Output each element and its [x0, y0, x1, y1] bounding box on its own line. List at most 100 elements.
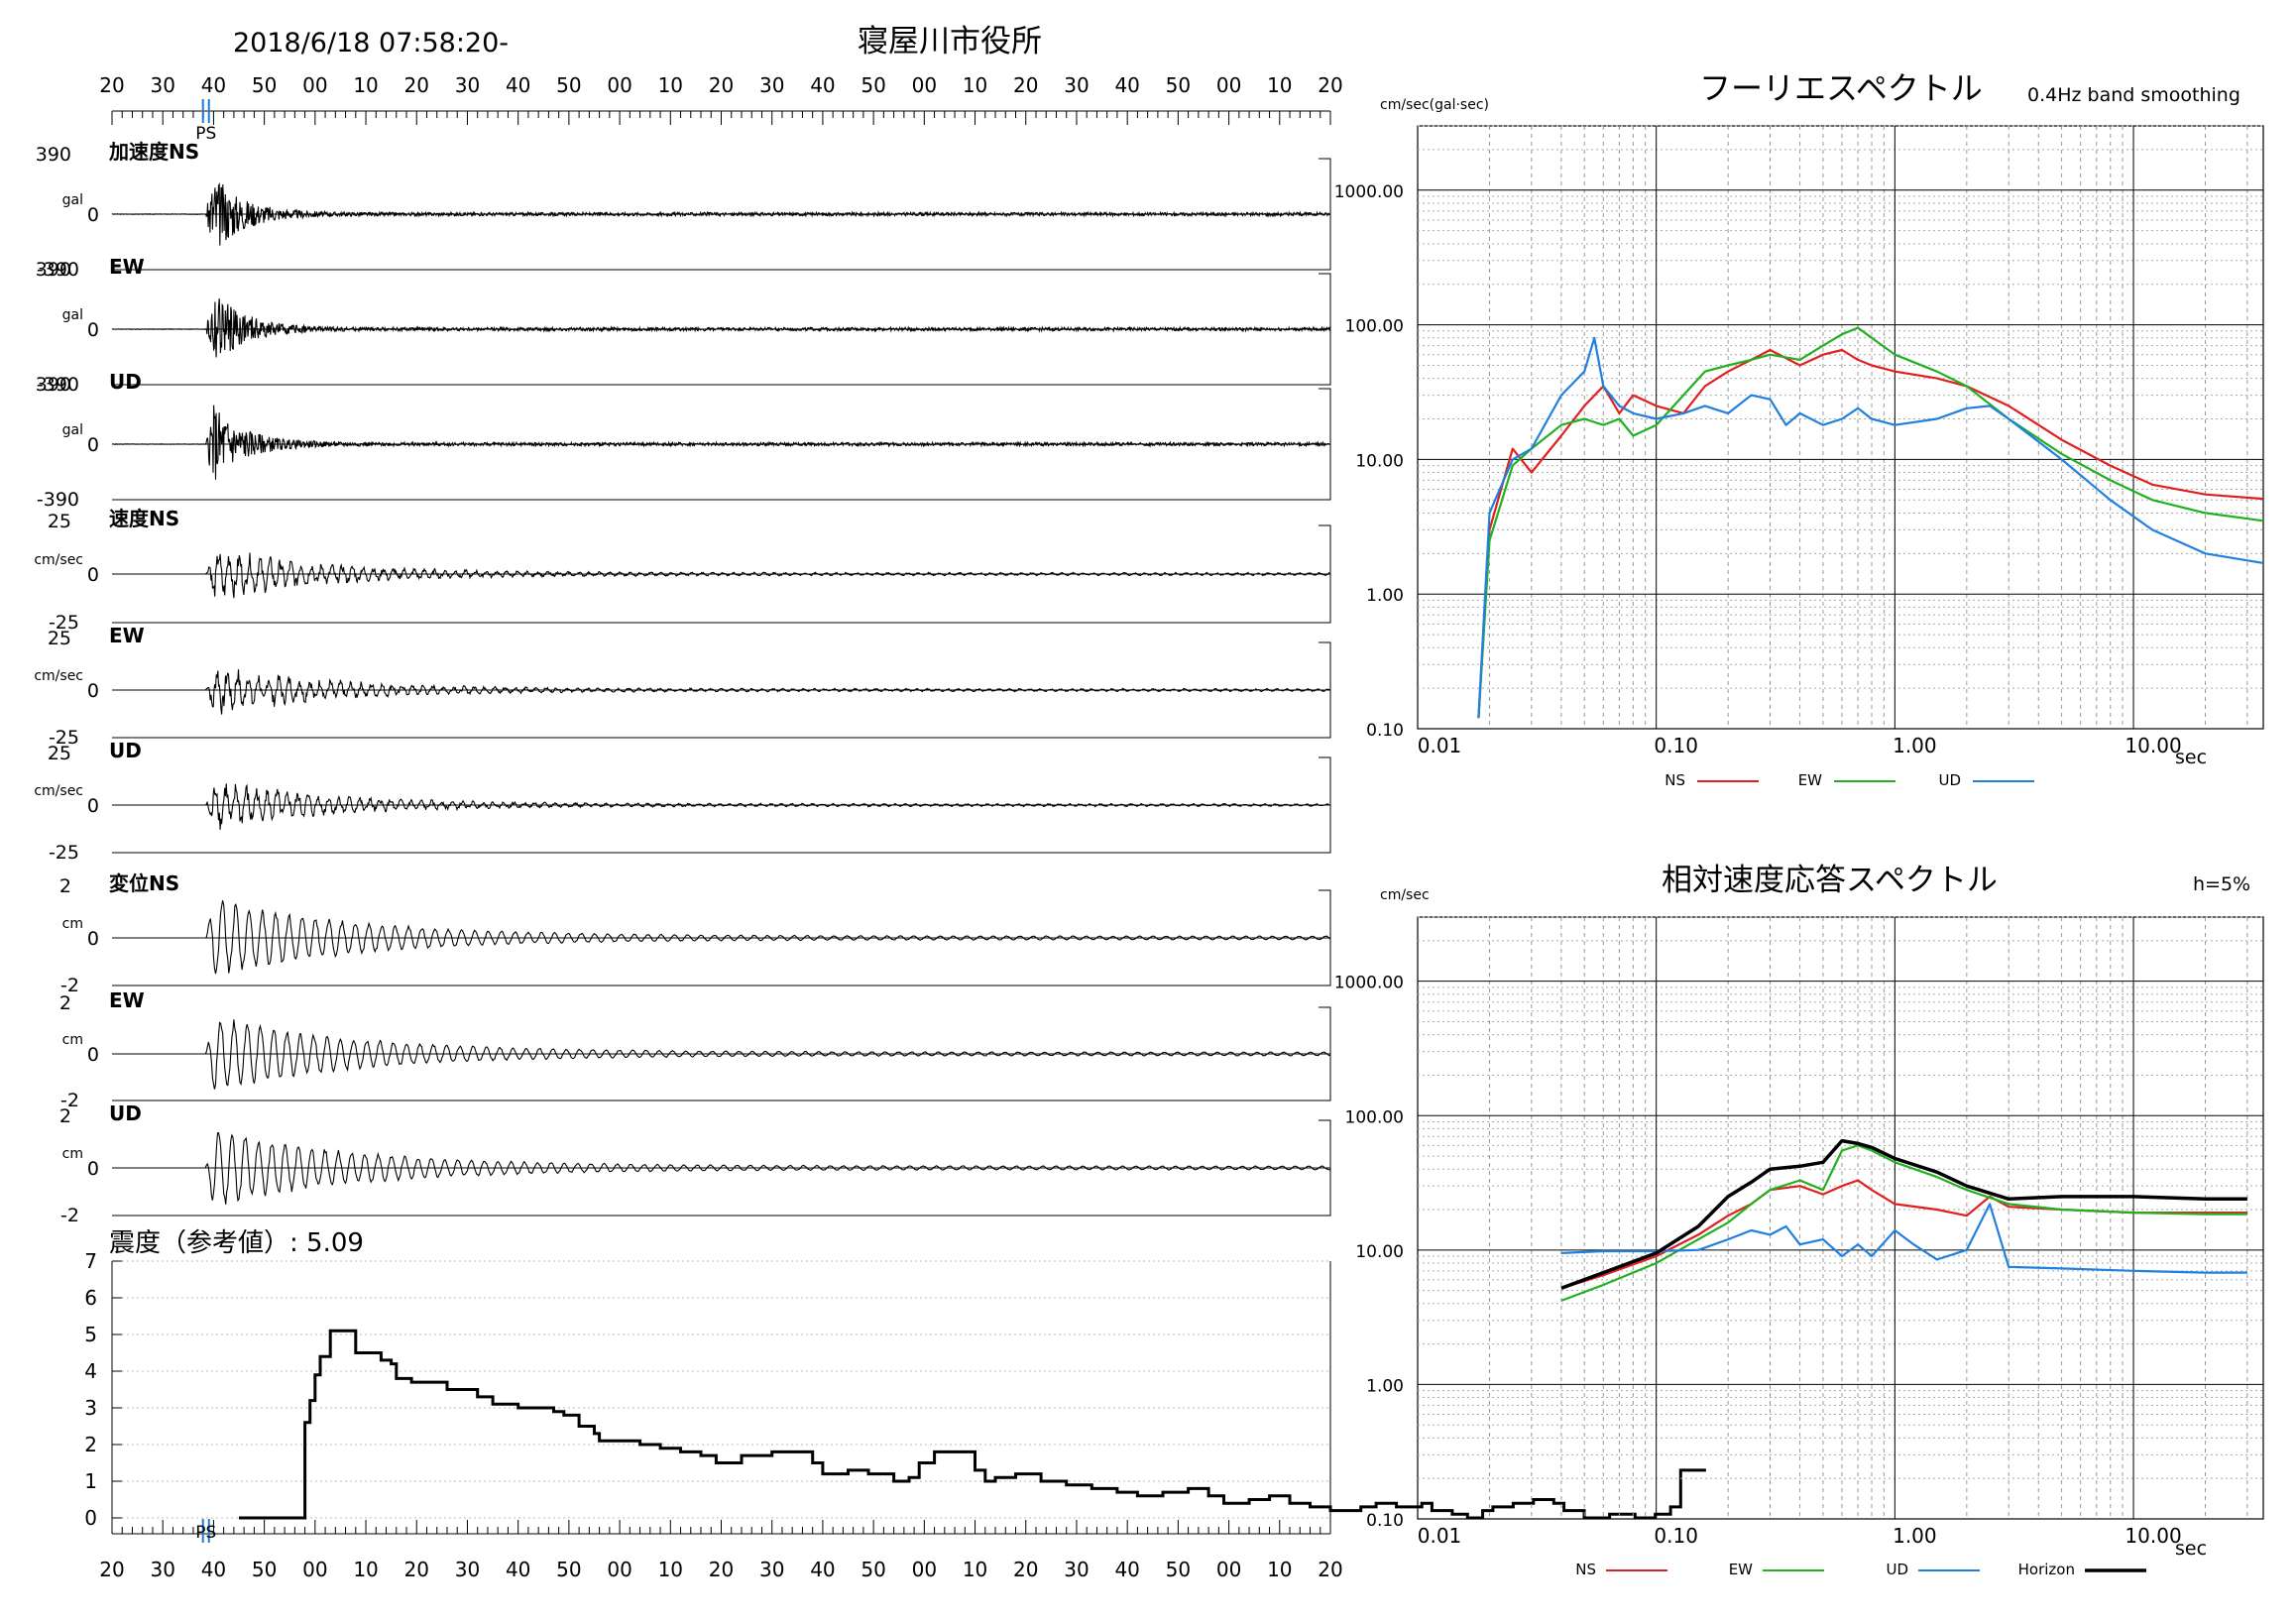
- time-tick-label: 50: [252, 73, 277, 97]
- time-tick-label: 20: [404, 1558, 429, 1581]
- y-tick-label: 1000.00: [1334, 182, 1404, 202]
- x-tick-label: 10.00: [2124, 1524, 2181, 1548]
- plot-frame: [1417, 916, 2264, 1520]
- panel-zero-label: 0: [87, 928, 99, 950]
- y-tick-label: 100.00: [1345, 1107, 1404, 1127]
- time-tick-label: 50: [252, 1558, 277, 1581]
- legend-label-ew: EW: [1729, 1561, 1753, 1578]
- time-tick-label: 10: [658, 1558, 683, 1581]
- time-tick-label: 00: [912, 1558, 937, 1581]
- fourier-spectrum-chart: フーリエスペクトル 0.4Hz band smoothing cm/sec(ga…: [1334, 69, 2264, 789]
- time-tick-label: 00: [607, 73, 631, 97]
- intensity-y-tick-label: 6: [84, 1286, 97, 1310]
- time-tick-label: 40: [506, 1558, 530, 1581]
- time-tick-label: 40: [1114, 1558, 1139, 1581]
- panel-min-label: -25: [49, 727, 79, 749]
- panel-unit-label: gal: [62, 307, 83, 323]
- waveform-trace: [112, 783, 1330, 830]
- panel-unit-label: cm: [62, 1032, 83, 1048]
- waveform-trace: [112, 552, 1330, 599]
- time-tick-label: 50: [556, 1558, 581, 1581]
- panel-zero-label: 0: [87, 434, 99, 456]
- legend-label-ud: UD: [1886, 1561, 1908, 1578]
- y-tick-label: 0.10: [1366, 721, 1404, 741]
- time-tick-label: 10: [1267, 73, 1292, 97]
- legend-label-ns: NS: [1575, 1561, 1596, 1578]
- fourier-subtitle: 0.4Hz band smoothing: [2027, 84, 2240, 106]
- response-spectrum-chart: 相対速度応答スペクトル h=5% cm/sec sec 0.01 0.10 1.00…: [1334, 863, 2264, 1578]
- panel-component-label: UD: [109, 1101, 142, 1125]
- time-tick-label: 30: [150, 1558, 174, 1581]
- panel-zero-label: 0: [87, 1044, 99, 1066]
- waveform-panel: 25 0 -25 cm/sec UD: [34, 739, 1331, 864]
- y-tick-label: 0.10: [1366, 1511, 1404, 1531]
- waveform-trace: [111, 298, 1330, 358]
- series-line-ew: [1477, 326, 2264, 719]
- legend-label-horizon: Horizon: [2018, 1561, 2075, 1578]
- intensity-y-tick-label: 1: [84, 1469, 97, 1493]
- panel-min-label: -390: [37, 489, 79, 511]
- time-tick-label: 10: [963, 1558, 987, 1581]
- panel-min-label: -2: [60, 975, 79, 996]
- waveform-panel: 25 0 -25 cm/sec EW: [34, 624, 1331, 749]
- series-line-ud: [1560, 1203, 2247, 1274]
- waveform-panel: 2 0 -2 cm EW: [59, 988, 1331, 1111]
- time-tick-label: 10: [658, 73, 683, 97]
- panel-unit-label: cm/sec: [34, 668, 83, 684]
- response-xlabel: sec: [2175, 1538, 2207, 1560]
- x-tick-label: 1.00: [1893, 734, 1937, 757]
- panel-max-label: 2: [59, 1105, 71, 1127]
- time-tick-label: 40: [1114, 73, 1139, 97]
- y-tick-label: 100.00: [1345, 317, 1404, 337]
- panel-component-label: EW: [109, 624, 145, 647]
- panel-unit-label: cm/sec: [34, 783, 83, 799]
- time-tick-label: 10: [353, 73, 378, 97]
- panel-component-label: UD: [109, 370, 142, 394]
- intensity-y-tick-label: 0: [84, 1506, 97, 1530]
- y-tick-label: 1000.00: [1334, 974, 1404, 993]
- panel-zero-label: 0: [87, 564, 99, 586]
- response-title: 相対速度応答スペクトル: [1662, 863, 1998, 898]
- time-tick-label: 50: [556, 73, 581, 97]
- time-tick-label: 40: [506, 73, 530, 97]
- waveform-panel: 2 0 -2 cm UD: [59, 1101, 1331, 1226]
- waveform-trace: [111, 405, 1330, 480]
- waveform-panel: 390 0 -390 gal UD: [36, 370, 1331, 511]
- intensity-y-tick-label: 2: [84, 1433, 97, 1456]
- record-datetime: 2018/6/18 07:58:20-: [233, 28, 509, 58]
- time-tick-label: 20: [709, 73, 734, 97]
- panel-component-label: EW: [109, 988, 145, 1012]
- time-tick-label: 40: [810, 1558, 835, 1581]
- waveform-trace: [112, 1019, 1330, 1090]
- time-tick-label: 50: [861, 1558, 885, 1581]
- y-tick-label: 10.00: [1355, 451, 1404, 471]
- panel-zero-label: 0: [87, 680, 99, 702]
- panel-max-label: 2: [59, 875, 71, 897]
- y-tick-label: 1.00: [1366, 1376, 1404, 1396]
- time-tick-label: 40: [201, 1558, 226, 1581]
- time-tick-label: 40: [201, 73, 226, 97]
- panel-max-label: 390: [36, 374, 71, 396]
- panel-max-label: 25: [48, 511, 71, 532]
- time-tick-label: 50: [1166, 73, 1191, 97]
- waveform-trace: [112, 900, 1331, 975]
- waveform-panel: 390 0 -390 gal EW: [36, 255, 1331, 396]
- waveform-panels: 390 0 -390 gal 加速度NS 390 0 -390 gal EW 390 0 -390 gal…: [34, 140, 1331, 1226]
- intensity-y-tick-label: 7: [84, 1249, 97, 1273]
- time-tick-label: 20: [99, 1558, 124, 1581]
- time-tick-label: 10: [1267, 1558, 1292, 1581]
- legend-label-ud: UD: [1938, 771, 1961, 789]
- time-tick-label: 10: [963, 73, 987, 97]
- fourier-title: フーリエスペクトル: [1699, 69, 1983, 107]
- time-tick-label: 20: [404, 73, 429, 97]
- x-tick-label: 10.00: [2124, 734, 2181, 757]
- x-tick-label: 1.00: [1893, 1524, 1937, 1548]
- series-line-ud: [1477, 336, 2264, 719]
- time-tick-label: 00: [302, 73, 327, 97]
- waveform-trace: [112, 1131, 1331, 1205]
- waveform-panel: 2 0 -2 cm 変位NS: [59, 871, 1331, 996]
- panel-component-label: 変位NS: [109, 871, 179, 895]
- time-tick-label: 30: [759, 73, 784, 97]
- y-tick-label: 10.00: [1355, 1242, 1404, 1262]
